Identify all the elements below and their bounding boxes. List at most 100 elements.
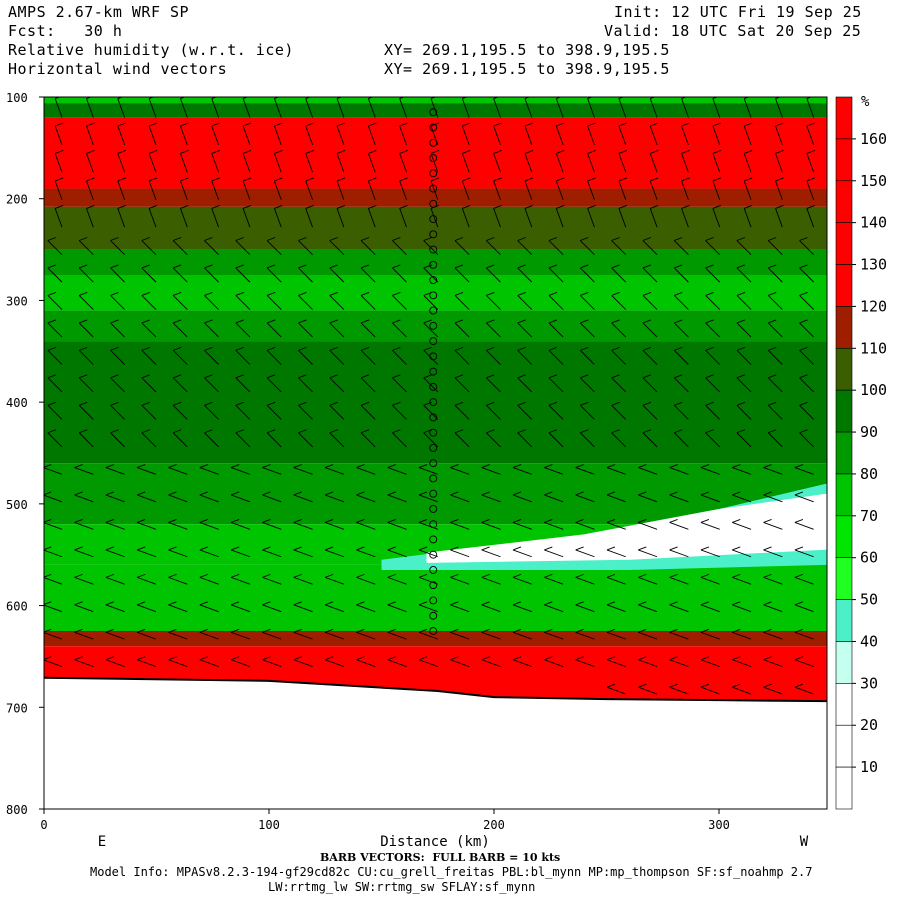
- wind-barb-flag: [172, 374, 182, 379]
- wind-barb-flag: [450, 656, 459, 661]
- wind-barb-flag: [336, 150, 346, 154]
- wind-barb-flag: [674, 264, 683, 269]
- wind-barb: [649, 180, 658, 200]
- wind-barb-flag: [700, 601, 710, 606]
- wind-barb: [705, 267, 721, 283]
- wind-barb: [799, 432, 814, 448]
- wind-barb: [575, 522, 595, 530]
- wind-barb: [305, 153, 313, 173]
- wind-barb: [461, 125, 470, 145]
- wind-barb-flag: [450, 546, 459, 551]
- wind-barb: [86, 208, 94, 228]
- wind-barb-flag: [669, 519, 678, 523]
- colorbar-swatch: [835, 264, 853, 307]
- wind-barb-flag: [105, 601, 115, 606]
- wind-barb: [54, 180, 63, 200]
- wind-barb-flag: [235, 429, 244, 434]
- calm-marker: [429, 260, 438, 269]
- wind-barb-flag: [794, 573, 804, 578]
- wind-barb-flag: [799, 429, 808, 434]
- wind-barb-flag: [548, 264, 558, 269]
- wind-barb: [117, 125, 126, 145]
- wind-barb: [329, 404, 345, 420]
- wind-barb-flag: [481, 491, 490, 496]
- wind-barb: [180, 153, 188, 173]
- wind-barb: [74, 604, 94, 613]
- wind-barb-flag: [611, 374, 620, 379]
- wind-barb: [638, 494, 658, 503]
- wind-barb-flag: [356, 601, 365, 606]
- wind-barb-flag: [79, 292, 88, 296]
- wind-barb-flag: [168, 573, 177, 578]
- wind-barb-flag: [768, 264, 777, 269]
- wind-barb-flag: [262, 601, 271, 606]
- wind-barb: [806, 180, 815, 200]
- wind-barb-flag: [242, 177, 252, 182]
- wind-barb-flag: [74, 656, 83, 661]
- wind-barb-flag: [512, 628, 522, 633]
- wind-barb: [544, 659, 564, 668]
- wind-barb: [649, 125, 658, 145]
- wind-barb: [235, 432, 251, 448]
- wind-barb: [517, 404, 533, 420]
- wind-barb-flag: [423, 346, 432, 351]
- wind-barb: [606, 659, 626, 668]
- wind-barb-flag: [235, 292, 244, 296]
- wind-barb-flag: [360, 264, 370, 269]
- wind-barb: [732, 467, 752, 475]
- wind-barb-flag: [806, 204, 815, 209]
- wind-barb-flag: [524, 150, 534, 154]
- wind-barb-flag: [324, 573, 334, 578]
- wind-barb-flag: [544, 491, 553, 496]
- wind-barb-flag: [399, 177, 408, 182]
- wind-barb: [450, 631, 470, 640]
- wind-barb-flag: [74, 464, 83, 468]
- wind-barb: [732, 576, 752, 585]
- wind-barb-flag: [329, 374, 338, 379]
- wind-barb-flag: [732, 573, 741, 578]
- wind-barb-flag: [262, 519, 271, 523]
- calm-marker: [429, 276, 438, 285]
- wind-barb-flag: [669, 656, 678, 661]
- wind-barb-flag: [168, 519, 177, 523]
- wind-barb-flag: [556, 177, 565, 182]
- wind-barb: [743, 180, 752, 200]
- wind-barb: [262, 631, 282, 640]
- wind-barb-flag: [544, 628, 553, 633]
- wind-barb-flag: [763, 601, 772, 606]
- wind-barb-flag: [481, 656, 490, 661]
- rh-layer-9: [44, 341, 827, 464]
- wind-barb: [273, 125, 282, 145]
- wind-barb-flag: [55, 204, 64, 209]
- wind-barb-flag: [493, 177, 502, 182]
- wind-barb: [544, 522, 564, 530]
- wind-barb-flag: [110, 346, 119, 351]
- wind-barb: [794, 549, 814, 558]
- wind-barb: [763, 467, 783, 475]
- wind-barb: [293, 467, 313, 475]
- wind-barb-flag: [481, 628, 490, 633]
- wind-barb-flag: [493, 150, 502, 154]
- wind-barb: [579, 404, 595, 420]
- wind-barb-flag: [168, 656, 177, 661]
- wind-barb: [548, 350, 564, 365]
- wind-barb-flag: [462, 177, 471, 182]
- wind-barb-flag: [736, 264, 746, 269]
- wind-barb-flag: [454, 237, 464, 241]
- wind-barb-flag: [669, 628, 678, 633]
- wind-barb: [681, 153, 689, 173]
- wind-barb-flag: [430, 177, 440, 182]
- wind-barb-flag: [387, 464, 396, 468]
- wind-barb: [606, 522, 626, 530]
- wind-barb-flag: [298, 292, 307, 296]
- y-tick-label: 800: [6, 803, 28, 817]
- barb-note: BARB VECTORS: FULL BARB = 10 kts: [320, 851, 561, 864]
- wind-barb: [705, 377, 721, 393]
- wind-barb-flag: [736, 292, 746, 296]
- wind-barb: [148, 208, 157, 228]
- wind-barb-flag: [768, 292, 777, 296]
- wind-barb: [555, 98, 564, 118]
- wind-barb: [486, 432, 501, 448]
- wind-barb-flag: [368, 122, 377, 127]
- wind-barb-flag: [204, 319, 213, 324]
